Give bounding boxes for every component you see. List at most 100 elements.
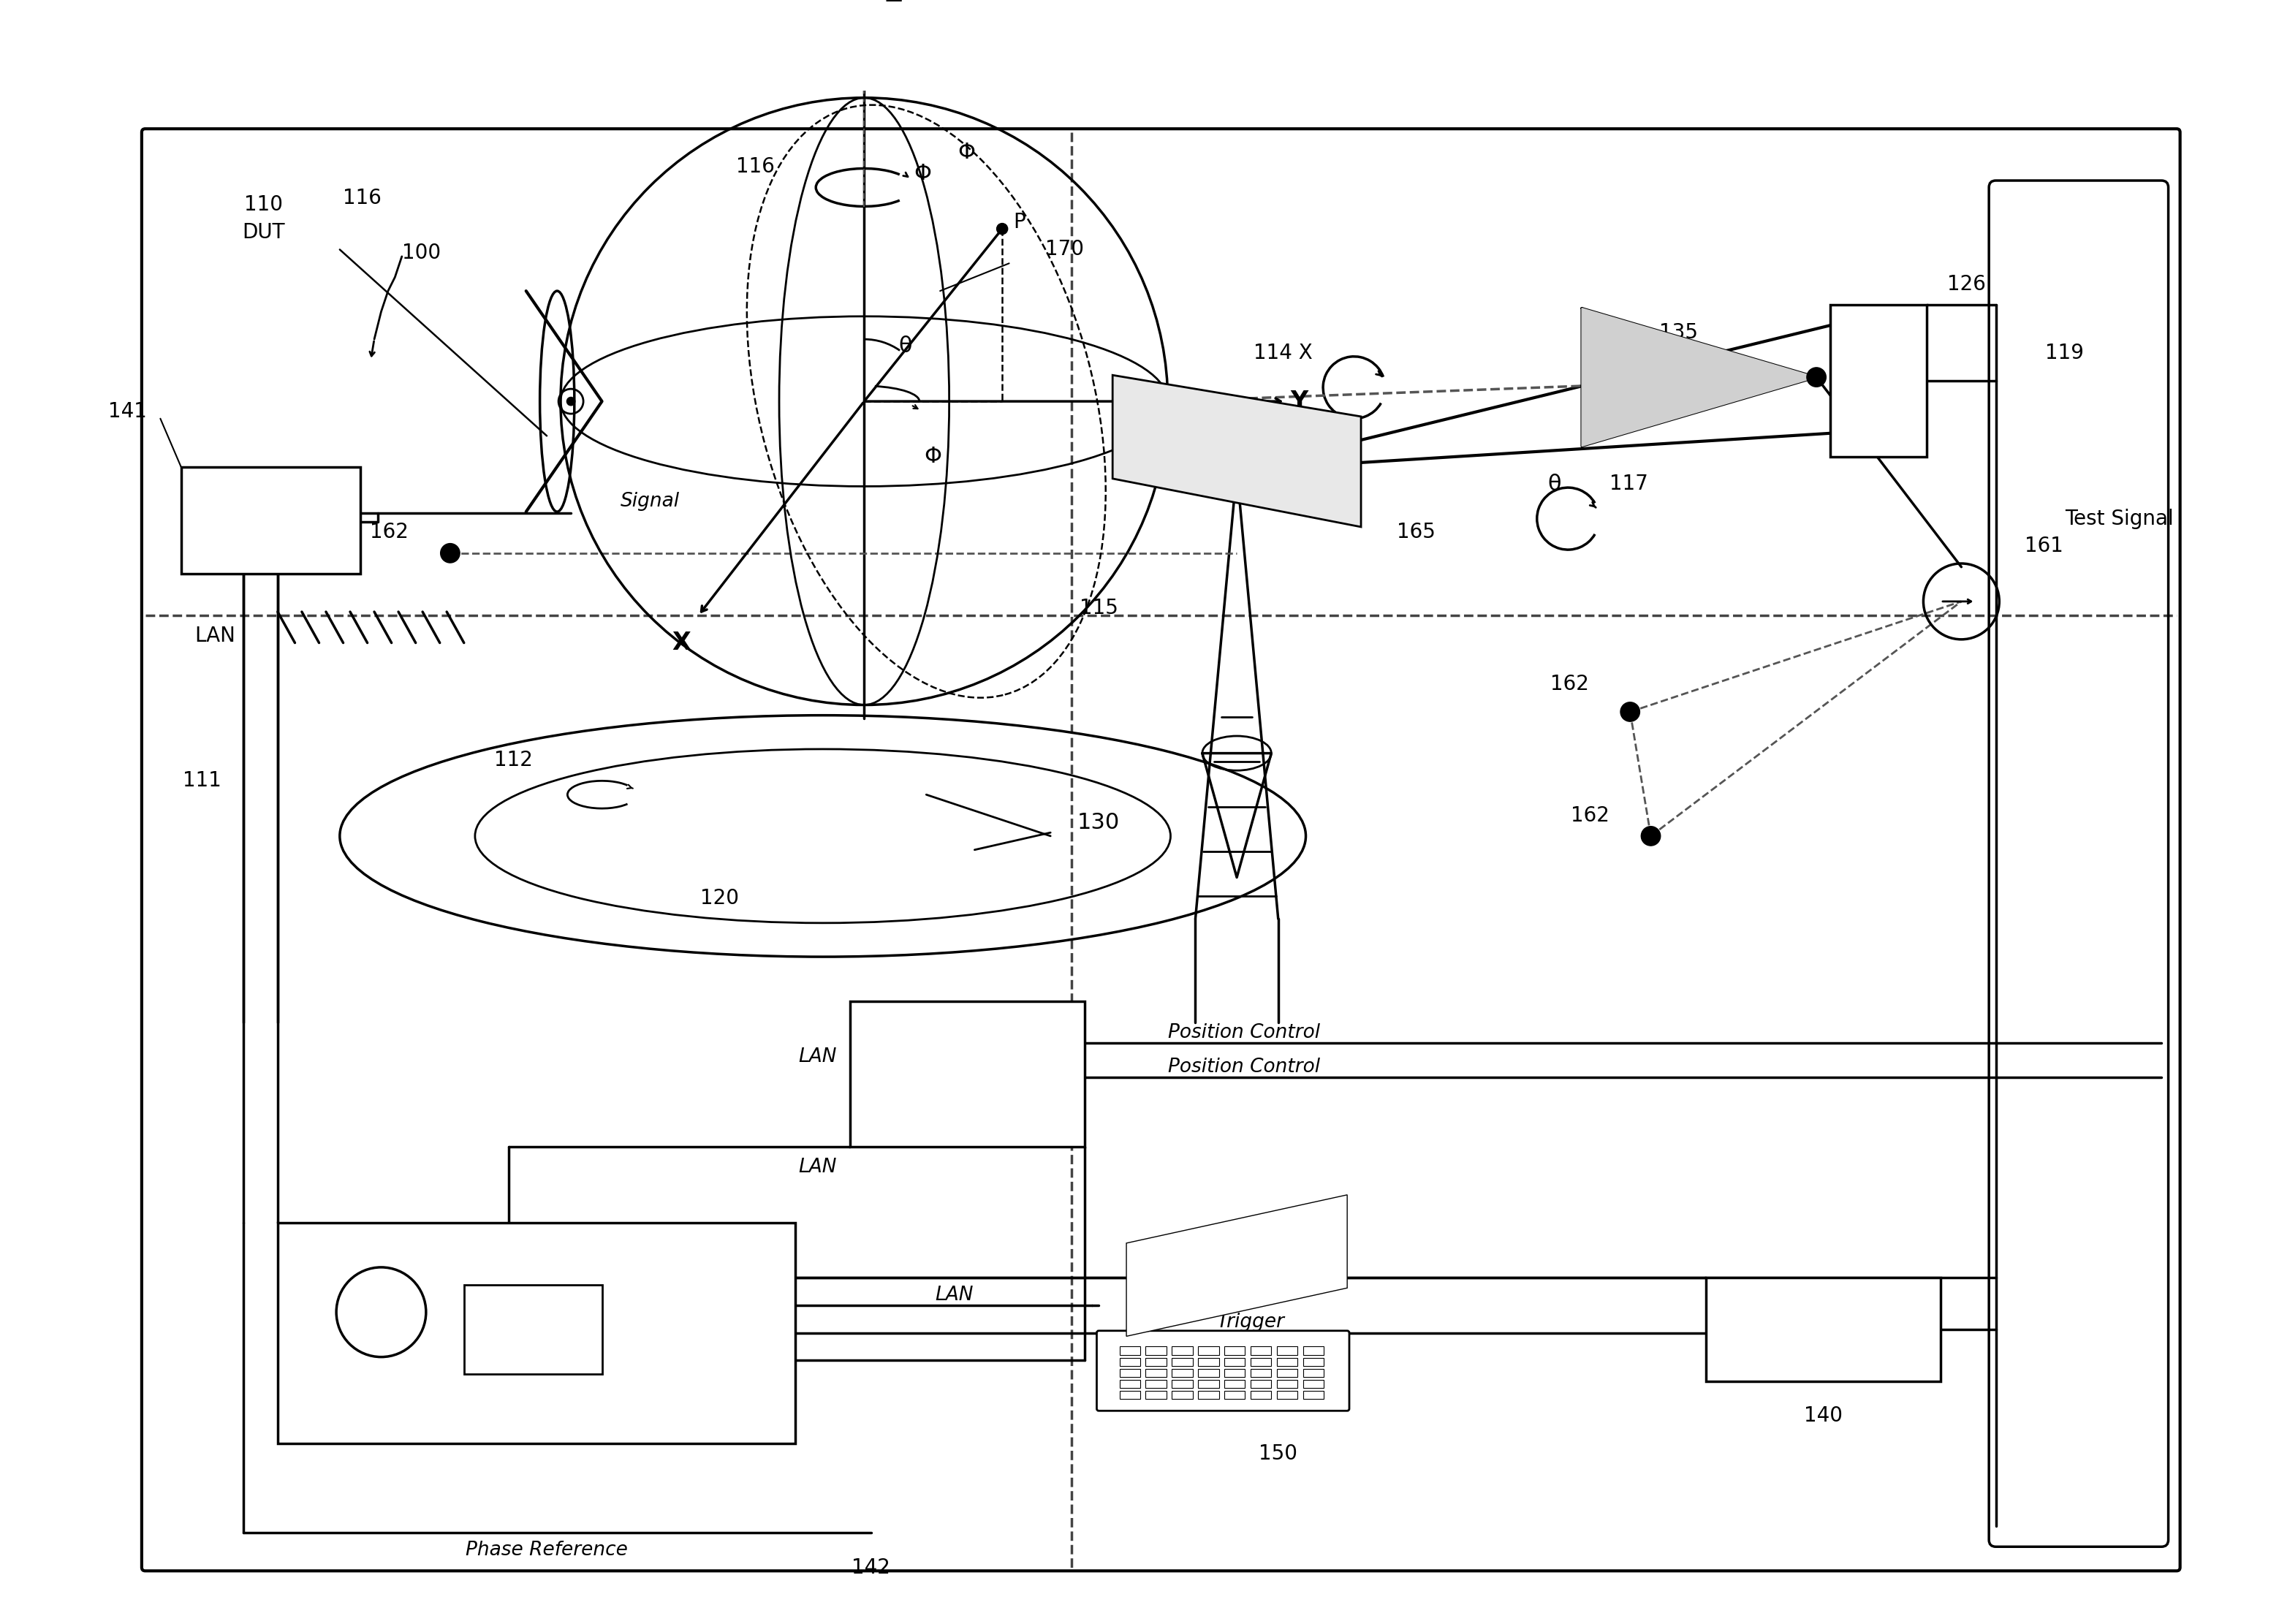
- Text: DUT: DUT: [242, 222, 285, 242]
- Bar: [1707, 1278, 1942, 1380]
- Circle shape: [440, 544, 460, 564]
- Text: 150: 150: [1258, 1444, 1297, 1463]
- Bar: [180, 466, 360, 573]
- Text: Φ: Φ: [914, 162, 932, 184]
- Text: 163: 163: [1846, 352, 1885, 374]
- Bar: [1199, 1369, 1219, 1377]
- Text: 119: 119: [2047, 343, 2085, 364]
- Text: 126: 126: [1949, 274, 1987, 294]
- Bar: [1119, 1346, 1140, 1354]
- Text: Trigger: Trigger: [1217, 1340, 1285, 1359]
- Text: 111: 111: [182, 771, 221, 791]
- Text: Signal: Signal: [620, 492, 679, 512]
- Bar: [1304, 1346, 1324, 1354]
- Bar: [1224, 1358, 1244, 1366]
- Text: 142: 142: [852, 1557, 891, 1577]
- Text: 114 X: 114 X: [1253, 343, 1313, 364]
- Text: Receiver: Receiver: [1773, 1319, 1873, 1340]
- Text: LAN: LAN: [934, 1285, 973, 1304]
- Text: Φ: Φ: [925, 447, 941, 468]
- Text: Y: Y: [1290, 390, 1308, 414]
- Text: Host Computer: Host Computer: [451, 1254, 622, 1275]
- Bar: [1251, 1346, 1272, 1354]
- Text: 116: 116: [736, 156, 775, 177]
- Bar: [1171, 1346, 1192, 1354]
- Text: LAN: LAN: [798, 1158, 836, 1177]
- Bar: [1199, 1390, 1219, 1398]
- Text: X: X: [672, 630, 691, 654]
- Text: 146: 146: [627, 1382, 661, 1400]
- Text: 165: 165: [1397, 523, 1436, 542]
- Text: 140: 140: [1805, 1405, 1844, 1426]
- Text: θ: θ: [1547, 474, 1561, 495]
- Bar: [1224, 1380, 1244, 1389]
- Bar: [1251, 1390, 1272, 1398]
- Polygon shape: [1126, 1195, 1347, 1337]
- FancyBboxPatch shape: [1096, 1330, 1349, 1411]
- Bar: [1830, 305, 1926, 456]
- Text: 120: 120: [700, 888, 738, 908]
- Bar: [278, 1223, 795, 1444]
- Text: 116: 116: [342, 188, 381, 208]
- Bar: [1199, 1346, 1219, 1354]
- Text: 110: 110: [244, 195, 283, 214]
- Circle shape: [1620, 702, 1641, 721]
- Bar: [850, 1002, 1085, 1147]
- Bar: [1276, 1380, 1297, 1389]
- Text: 130: 130: [1078, 812, 1119, 833]
- Text: Z: Z: [884, 0, 902, 6]
- Text: Position Control: Position Control: [1167, 1023, 1320, 1043]
- Bar: [1171, 1358, 1192, 1366]
- Bar: [1304, 1358, 1324, 1366]
- Bar: [465, 1285, 602, 1374]
- Text: Test Signal: Test Signal: [2065, 508, 2174, 529]
- Bar: [1146, 1380, 1167, 1389]
- Text: Trigger: Trigger: [1217, 1312, 1285, 1332]
- Bar: [1304, 1390, 1324, 1398]
- Bar: [1119, 1358, 1140, 1366]
- Circle shape: [567, 398, 574, 406]
- Bar: [1251, 1380, 1272, 1389]
- Bar: [1224, 1346, 1244, 1354]
- Bar: [1146, 1390, 1167, 1398]
- Text: 162: 162: [1550, 674, 1588, 695]
- Text: Signal
Source: Signal Source: [230, 499, 310, 542]
- Text: 145: 145: [515, 1382, 549, 1400]
- Bar: [1199, 1358, 1219, 1366]
- Text: 170: 170: [1044, 239, 1083, 260]
- Text: LAN: LAN: [194, 625, 235, 646]
- Bar: [1276, 1346, 1297, 1354]
- Text: P: P: [1014, 211, 1026, 232]
- Bar: [1251, 1369, 1272, 1377]
- Text: 147: 147: [365, 1382, 399, 1400]
- Text: 117: 117: [1609, 474, 1648, 494]
- Text: LAN: LAN: [1231, 1257, 1269, 1276]
- Text: 162: 162: [1570, 806, 1609, 825]
- Circle shape: [1807, 367, 1825, 387]
- Bar: [1276, 1358, 1297, 1366]
- Bar: [1304, 1369, 1324, 1377]
- Bar: [1119, 1369, 1140, 1377]
- Bar: [1146, 1346, 1167, 1354]
- Bar: [1119, 1390, 1140, 1398]
- Circle shape: [1641, 827, 1661, 846]
- Text: Phase Reference: Phase Reference: [465, 1541, 627, 1559]
- Bar: [1224, 1369, 1244, 1377]
- Circle shape: [996, 224, 1007, 234]
- Polygon shape: [1582, 309, 1816, 447]
- Bar: [1224, 1390, 1244, 1398]
- Polygon shape: [1112, 375, 1361, 526]
- Bar: [1304, 1380, 1324, 1389]
- Text: LAN: LAN: [798, 1047, 836, 1067]
- Text: 125: 125: [1322, 487, 1361, 508]
- Text: 141: 141: [107, 401, 146, 422]
- Text: 112: 112: [495, 750, 533, 770]
- Text: 161: 161: [2024, 536, 2062, 557]
- Bar: [1171, 1369, 1192, 1377]
- Bar: [1146, 1358, 1167, 1366]
- Text: 100: 100: [401, 242, 440, 263]
- Bar: [1171, 1380, 1192, 1389]
- Bar: [1119, 1380, 1140, 1389]
- Text: 3-axis
Positioner
Controller: 3-axis Positioner Controller: [912, 1043, 1023, 1106]
- Text: Φ: Φ: [957, 141, 975, 162]
